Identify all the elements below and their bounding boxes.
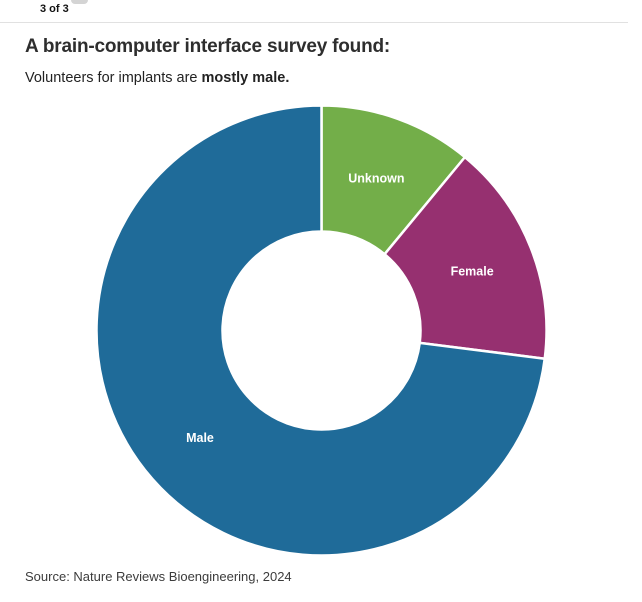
subtitle-regular-text: Volunteers for implants are <box>25 70 202 86</box>
source-attribution: Source: Nature Reviews Bioengineering, 2… <box>25 569 292 584</box>
segment-label-unknown: Unknown <box>348 172 404 186</box>
segment-label-male: Male <box>186 431 214 445</box>
segment-label-female: Female <box>451 264 494 278</box>
segment-female[interactable] <box>383 155 548 360</box>
subtitle-bold-text: mostly male. <box>201 70 290 86</box>
cropped-element <box>71 0 88 4</box>
header-separator <box>0 22 628 23</box>
page-title: A brain-computer interface survey found: <box>25 36 391 57</box>
segment-male[interactable] <box>95 104 546 557</box>
pagination-indicator: 3 of 3 <box>40 3 69 15</box>
page-subtitle: Volunteers for implants are mostly male. <box>25 70 289 86</box>
